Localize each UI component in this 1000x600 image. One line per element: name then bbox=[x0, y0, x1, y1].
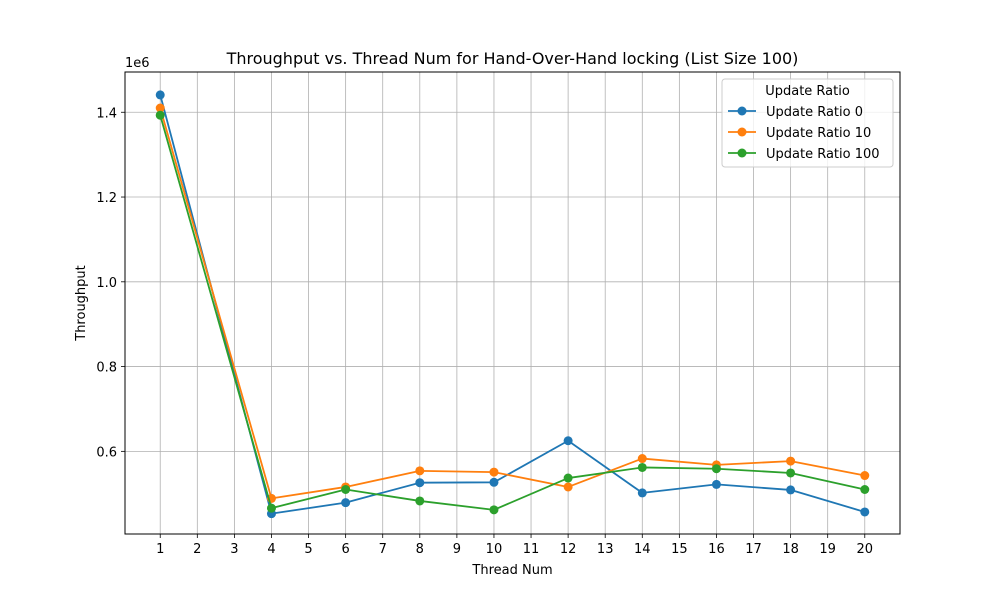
x-tick-label: 9 bbox=[453, 542, 461, 557]
data-point-0 bbox=[637, 488, 647, 498]
y-tick-label: 1.4 bbox=[96, 106, 117, 121]
data-point-1 bbox=[563, 482, 573, 492]
x-tick-label: 13 bbox=[597, 542, 614, 557]
series-line-0 bbox=[159, 94, 866, 515]
data-point-2 bbox=[786, 468, 796, 478]
data-point-0 bbox=[341, 498, 351, 508]
y-tick-label: 1.2 bbox=[96, 191, 117, 206]
x-tick-label: 18 bbox=[782, 542, 799, 557]
legend-swatch-marker bbox=[737, 148, 747, 158]
data-point-2 bbox=[711, 464, 721, 474]
data-point-1 bbox=[860, 471, 870, 481]
data-point-0 bbox=[860, 507, 870, 517]
data-point-2 bbox=[563, 473, 573, 483]
x-tick-label: 17 bbox=[745, 542, 762, 557]
legend-swatch-marker bbox=[737, 106, 747, 116]
data-point-0 bbox=[786, 485, 796, 495]
legend-swatch-marker bbox=[737, 127, 747, 137]
y-tick-label: 0.8 bbox=[96, 361, 117, 376]
x-tick-label: 15 bbox=[671, 542, 688, 557]
x-tick-label: 16 bbox=[708, 542, 725, 557]
y-tick-label: 1.0 bbox=[96, 276, 117, 291]
legend-entry-label: Update Ratio 10 bbox=[766, 126, 871, 141]
data-point-2 bbox=[266, 503, 276, 513]
y-axis-title: Throughput bbox=[74, 265, 89, 342]
legend-title: Update Ratio bbox=[765, 84, 850, 99]
x-tick-label: 7 bbox=[379, 542, 387, 557]
data-point-0 bbox=[563, 436, 573, 446]
data-point-2 bbox=[860, 484, 870, 494]
x-tick-label: 20 bbox=[856, 542, 873, 557]
grid bbox=[125, 72, 900, 534]
x-tick-label: 2 bbox=[193, 542, 201, 557]
x-tick-label: 14 bbox=[634, 542, 651, 557]
legend-items: Update Ratio 0 Update Ratio 10 Update Rati… bbox=[728, 105, 880, 162]
y-axis: 0.6 0.8 1.0 1.2 1.4 bbox=[96, 106, 125, 460]
data-point-2 bbox=[341, 484, 351, 494]
data-point-2 bbox=[415, 496, 425, 506]
data-point-2 bbox=[155, 110, 165, 120]
y-tick-label: 0.6 bbox=[96, 445, 117, 460]
data-point-2 bbox=[489, 505, 499, 515]
y-offset-label: 1e6 bbox=[125, 56, 150, 71]
x-tick-label: 19 bbox=[819, 542, 836, 557]
data-point-0 bbox=[415, 478, 425, 488]
x-tick-label: 5 bbox=[304, 542, 312, 557]
x-tick-label: 1 bbox=[156, 542, 164, 557]
data-point-1 bbox=[786, 456, 796, 466]
data-point-1 bbox=[637, 454, 647, 464]
data-point-0 bbox=[155, 90, 165, 100]
x-axis: 1 2 3 4 5 6 7 8 9 10 11 12 13 14 15 16 17 18 19 20 bbox=[156, 534, 873, 557]
x-tick-label: 8 bbox=[416, 542, 424, 557]
x-tick-label: 12 bbox=[560, 542, 577, 557]
plot-frame bbox=[124, 71, 901, 535]
x-tick-label: 11 bbox=[523, 542, 540, 557]
data-point-0 bbox=[489, 477, 499, 487]
x-axis-title: Thread Num bbox=[471, 563, 552, 578]
legend-entry-label: Update Ratio 100 bbox=[766, 147, 880, 162]
series-layer bbox=[155, 90, 870, 519]
data-point-1 bbox=[155, 103, 165, 113]
x-tick-label: 6 bbox=[341, 542, 349, 557]
data-point-1 bbox=[415, 466, 425, 476]
chart-title: Throughput vs. Thread Num for Hand-Over-… bbox=[226, 49, 799, 68]
legend-entry-label: Update Ratio 0 bbox=[766, 105, 863, 120]
x-tick-label: 4 bbox=[267, 542, 275, 557]
x-tick-label: 10 bbox=[486, 542, 503, 557]
series-line-2 bbox=[159, 114, 865, 511]
data-point-2 bbox=[637, 462, 647, 472]
data-point-1 bbox=[489, 467, 499, 477]
x-tick-label: 3 bbox=[230, 542, 238, 557]
series-line-1 bbox=[159, 107, 865, 500]
legend-box bbox=[721, 78, 894, 168]
data-point-0 bbox=[711, 479, 721, 489]
